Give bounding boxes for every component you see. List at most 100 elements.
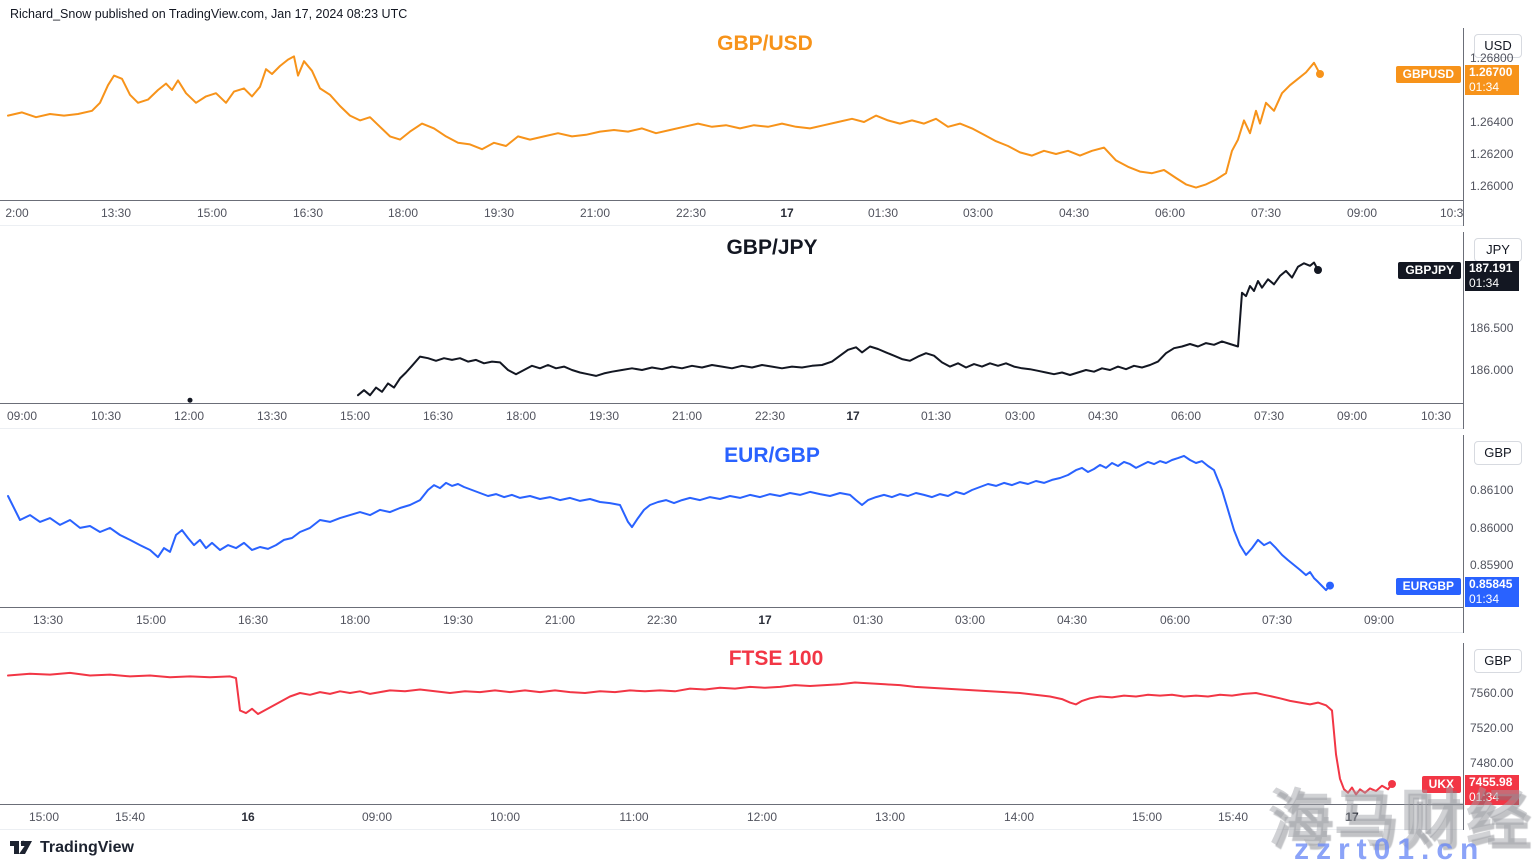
price-tick-ukx: 7520.00 [1470,721,1514,735]
time-tick-gbpusd: 18:00 [387,206,419,220]
price-tick-eurgbp: 0.86000 [1470,521,1514,535]
line-chart-eurgbp [7,454,1334,592]
price-tick-gbpusd: 1.26000 [1470,179,1514,193]
last-price-dot-ukx [1388,780,1396,788]
time-tick-ukx: 15:00 [28,810,60,824]
time-tick-gbpjpy: 03:00 [1004,409,1036,423]
time-tick-gbpusd: 19:30 [483,206,515,220]
last-price-label-eurgbp: 0.85845 01:34 [1465,577,1519,607]
time-tick-gbpusd: 17 [780,206,794,220]
time-tick-eurgbp: 06:00 [1159,613,1191,627]
price-axis-eurgbp[interactable]: GBP 0.86100 0.86000 0.85900 0.85845 01:34 [1463,435,1533,633]
last-price-value-gbpusd: 1.26700 [1469,65,1513,79]
watermark-cn-text: 海马财经 [1268,785,1533,854]
time-axis-gbpjpy[interactable]: 09:00 10:30 12:00 13:30 15:00 16:30 18:00 19:30… [0,403,1533,429]
time-tick-eurgbp: 07:30 [1261,613,1293,627]
time-tick-gbpjpy: 19:30 [588,409,620,423]
time-tick-ukx: 14:00 [1003,810,1035,824]
countdown-timer-gbpjpy: 01:34 [1469,276,1500,290]
last-price-label-ukx: 7455.98 01:34 [1465,775,1519,805]
time-axis-gbpusd[interactable]: 2:00 13:30 15:00 16:30 18:00 19:30 21:00 22:30 1… [0,200,1533,226]
symbol-tag-eurgbp: EURGBP [1395,578,1461,595]
line-chart-gbpusd [7,55,1324,189]
time-tick-eurgbp: 03:00 [954,613,986,627]
time-tick-gbpjpy: 06:00 [1170,409,1202,423]
time-tick-eurgbp: 22:30 [646,613,678,627]
time-tick-ukx: 16 [241,810,255,824]
line-chart-ukx [7,671,1396,796]
last-price-value-ukx: 7455.98 [1469,775,1513,789]
time-tick-gbpusd: 15:00 [196,206,228,220]
time-tick-gbpusd: 03:00 [962,206,994,220]
plot-area-gbpusd[interactable]: GBP/USD GBPUSD [0,28,1463,200]
price-axis-ukx[interactable]: GBP 7560.00 7520.00 7480.00 7455.98 01:34 [1463,643,1533,830]
time-tick-eurgbp: 04:30 [1056,613,1088,627]
price-tick-eurgbp: 0.85900 [1470,558,1514,572]
time-tick-gbpjpy: 15:00 [339,409,371,423]
stray-data-dot-gbpjpy [187,397,193,403]
price-axis-gbpusd[interactable]: USD 1.26800 1.26400 1.26200 1.26000 1.26700 01… [1463,28,1533,226]
chart-panel-gbpusd: GBP/USD GBPUSD USD 1.26800 1.26400 1.26200 1.2… [0,28,1533,226]
last-price-label-gbpjpy: 187.191 01:34 [1465,261,1519,291]
time-tick-gbpusd: 22:30 [675,206,707,220]
price-axis-gbpjpy[interactable]: JPY 186.500 186.000 187.191 01:34 [1463,232,1533,429]
currency-button-eurgbp[interactable]: GBP [1474,441,1522,465]
last-price-value-gbpjpy: 187.191 [1469,261,1513,275]
price-tick-ukx: 7560.00 [1470,686,1514,700]
last-price-dot-gbpusd [1316,70,1324,78]
panel-title-gbpjpy: GBP/JPY [726,236,818,259]
plot-area-ukx[interactable]: FTSE 100 UKX [0,643,1463,804]
time-tick-eurgbp: 17 [758,613,772,627]
time-tick-eurgbp: 13:30 [32,613,64,627]
panel-title-gbpusd: GBP/USD [717,32,813,55]
time-tick-gbpjpy: 01:30 [920,409,952,423]
price-tick-gbpusd: 1.26400 [1470,115,1514,129]
panel-title-eurgbp: EUR/GBP [724,444,820,467]
time-tick-gbpjpy: 16:30 [422,409,454,423]
time-axis-ukx[interactable]: 15:00 15:40 16 09:00 10:00 11:00 12:00 13:00 14:… [0,804,1533,830]
time-tick-ukx: 15:40 [114,810,146,824]
plot-area-gbpjpy[interactable]: GBP/JPY GBPJPY [0,232,1463,403]
price-tick-gbpjpy: 186.500 [1470,321,1514,335]
time-tick-gbpjpy: 13:30 [256,409,288,423]
time-tick-eurgbp: 18:00 [339,613,371,627]
time-tick-gbpjpy: 21:00 [671,409,703,423]
time-tick-gbpusd: 09:00 [1346,206,1378,220]
symbol-tag-gbpjpy: GBPJPY [1398,262,1461,279]
tradingview-brand-label: TradingView [40,838,134,856]
tradingview-footer[interactable]: TradingView [10,838,134,857]
time-tick-gbpjpy: 17 [846,409,860,423]
time-tick-ukx: 09:00 [361,810,393,824]
time-tick-gbpjpy: 10:30 [90,409,122,423]
time-tick-ukx: 12:00 [746,810,778,824]
time-tick-gbpusd: 10:30 [1439,206,1471,220]
currency-button-gbpjpy[interactable]: JPY [1474,238,1522,262]
watermark-url-text: zzrt01.cn [1294,833,1486,866]
time-tick-gbpusd: 2:00 [5,206,29,220]
time-tick-ukx: 11:00 [619,810,649,824]
price-tick-eurgbp: 0.86100 [1470,483,1514,497]
time-axis-eurgbp[interactable]: 13:30 15:00 16:30 18:00 19:30 21:00 22:30 17 01:… [0,607,1533,633]
symbol-tag-ukx: UKX [1421,776,1461,793]
publish-byline: Richard_Snow published on TradingView.co… [10,7,408,21]
price-line-eurgbp [7,454,1331,592]
time-tick-gbpjpy: 09:00 [1336,409,1368,423]
currency-button-ukx[interactable]: GBP [1474,649,1522,673]
chart-panel-ukx: FTSE 100 UKX GBP 7560.00 7520.00 7480.00 7455.… [0,643,1533,830]
price-line-gbpusd [7,55,1321,189]
panel-title-ukx: FTSE 100 [728,647,824,670]
plot-area-eurgbp[interactable]: EUR/GBP EURGBP [0,435,1463,607]
time-tick-gbpjpy: 04:30 [1087,409,1119,423]
time-tick-gbpusd: 21:00 [579,206,611,220]
time-tick-ukx: 15:40 [1217,810,1249,824]
currency-button-gbpusd[interactable]: USD [1474,34,1522,58]
time-tick-gbpusd: 06:00 [1154,206,1186,220]
price-tick-gbpusd: 1.26800 [1470,51,1514,65]
countdown-timer-ukx: 01:34 [1469,790,1500,804]
time-tick-ukx: 10:00 [489,810,521,824]
time-tick-gbpusd: 13:30 [100,206,132,220]
time-tick-ukx: 15:00 [1131,810,1163,824]
time-tick-eurgbp: 01:30 [852,613,884,627]
countdown-timer-gbpusd: 01:34 [1469,80,1500,94]
